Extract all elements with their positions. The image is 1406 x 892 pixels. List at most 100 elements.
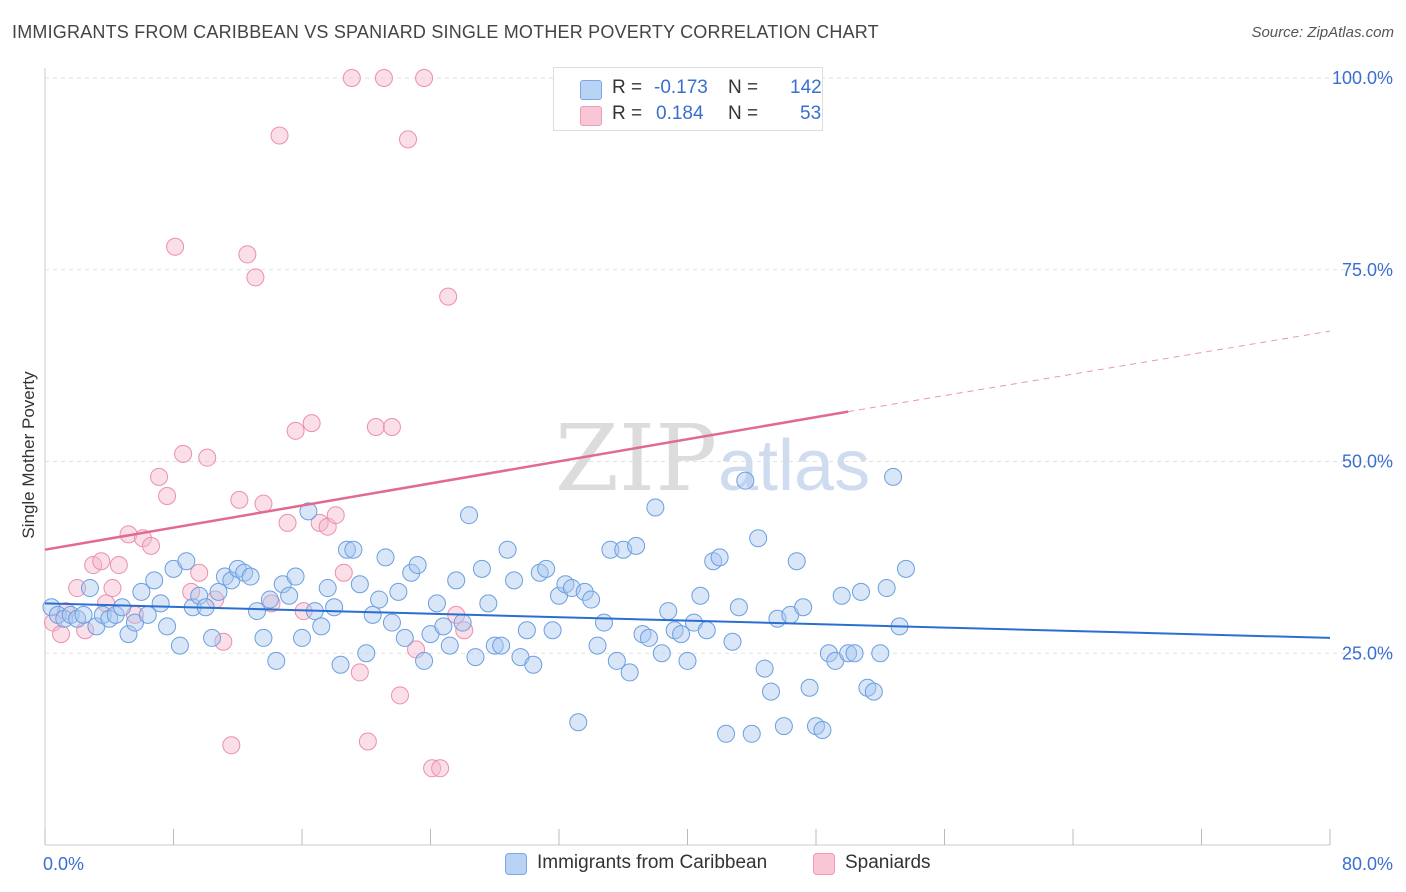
spaniards-point: [455, 621, 474, 640]
caribbean-point: [646, 498, 665, 517]
caribbean-point: [717, 724, 736, 743]
caribbean-point: [659, 602, 678, 621]
caribbean-point: [864, 682, 883, 701]
spaniards-point: [302, 414, 321, 433]
legend-r-label: R =: [612, 77, 643, 98]
caribbean-point: [588, 636, 607, 655]
caribbean-point: [248, 602, 267, 621]
caribbean-point: [132, 582, 151, 601]
caribbean-point: [896, 559, 915, 578]
spaniards-point: [286, 421, 305, 440]
spaniards-point: [358, 732, 377, 751]
caribbean-point: [729, 598, 748, 617]
caribbean-point: [453, 613, 472, 632]
caribbean-point: [479, 594, 498, 613]
spaniards-point: [278, 513, 297, 532]
caribbean-point: [427, 594, 446, 613]
caribbean-point: [312, 617, 331, 636]
caribbean-point: [395, 628, 414, 647]
spaniards-point: [230, 490, 249, 509]
caribbean-point: [787, 552, 806, 571]
spaniards-point: [326, 506, 345, 525]
caribbean-point: [620, 663, 639, 682]
caribbean-point: [697, 621, 716, 640]
caribbean-point: [106, 605, 125, 624]
legend-n-value: 53: [800, 103, 822, 124]
caribbean-point: [517, 621, 536, 640]
caribbean-point: [260, 590, 279, 609]
caribbean-point: [524, 655, 543, 674]
grid-lines: [45, 77, 1392, 654]
caribbean-point: [382, 613, 401, 632]
caribbean-point: [299, 502, 318, 521]
caribbean-point: [575, 582, 594, 601]
spaniards-point: [431, 759, 450, 778]
caribbean-point: [672, 625, 691, 644]
trend-lines: [44, 330, 1331, 639]
caribbean-point: [203, 628, 222, 647]
caribbean-point: [582, 590, 601, 609]
caribbean-point: [325, 598, 344, 617]
caribbean-point: [440, 636, 459, 655]
spaniards-point: [334, 563, 353, 582]
caribbean-point: [755, 659, 774, 678]
caribbean-point: [357, 644, 376, 663]
caribbean-point: [402, 563, 421, 582]
legend-r-value: -0.173: [654, 77, 708, 98]
caribbean-point: [492, 636, 511, 655]
caribbean-point: [607, 651, 626, 670]
watermark-atlas: atlas: [718, 426, 870, 506]
caribbean-point: [447, 571, 466, 590]
caribbean-point: [543, 621, 562, 640]
spaniards-point: [103, 579, 122, 598]
caribbean-point: [113, 598, 132, 617]
caribbean-point: [485, 636, 504, 655]
spaniards-point: [174, 444, 193, 463]
caribbean-point: [337, 540, 356, 559]
spaniards-point: [374, 69, 393, 87]
spaniards-point: [238, 245, 257, 264]
spaniards-point: [390, 686, 409, 705]
caribbean-point: [537, 559, 556, 578]
y-tick-label: 50.0%: [1342, 452, 1393, 472]
spaniards-point: [254, 494, 273, 513]
y-tick-label: 25.0%: [1342, 643, 1393, 663]
caribbean-point: [736, 471, 755, 490]
caribbean-point: [376, 548, 395, 567]
caribbean-point: [800, 678, 819, 697]
caribbean-point: [505, 571, 524, 590]
caribbean-point: [678, 651, 697, 670]
spaniards-point: [150, 467, 169, 486]
caribbean-point: [762, 682, 781, 701]
caribbean-point: [318, 579, 337, 598]
spaniards-point: [190, 563, 209, 582]
caribbean-point: [851, 582, 870, 601]
x-tick-label-min: 0.0%: [43, 854, 84, 874]
spaniards-point: [382, 417, 401, 436]
caribbean-point: [119, 625, 138, 644]
caribbean-point: [877, 579, 896, 598]
legend-swatch-blue: [580, 80, 602, 100]
caribbean-point: [839, 644, 858, 663]
caribbean-point: [774, 717, 793, 736]
caribbean-point: [594, 613, 613, 632]
caribbean-point: [344, 540, 363, 559]
spaniards-point: [350, 663, 369, 682]
caribbean-point: [652, 644, 671, 663]
spaniards-point: [399, 130, 418, 149]
spaniards-point: [92, 552, 111, 571]
caribbean-point: [415, 651, 434, 670]
caribbean-point: [472, 559, 491, 578]
caribbean-point: [569, 713, 588, 732]
spaniards-point: [142, 536, 161, 555]
source-label: Source: ZipAtlas.com: [1251, 24, 1394, 41]
spaniards-point: [415, 69, 434, 87]
legend-r-label: R =: [612, 103, 643, 124]
caribbean-point: [158, 617, 177, 636]
x-tick-label-max: 80.0%: [1342, 854, 1393, 874]
legend-n-label: N =: [728, 103, 759, 124]
watermark: ZIP atlas: [555, 405, 870, 512]
spaniards-point: [198, 448, 217, 467]
caribbean-trend-line: [44, 602, 1331, 639]
caribbean-point: [74, 605, 93, 624]
